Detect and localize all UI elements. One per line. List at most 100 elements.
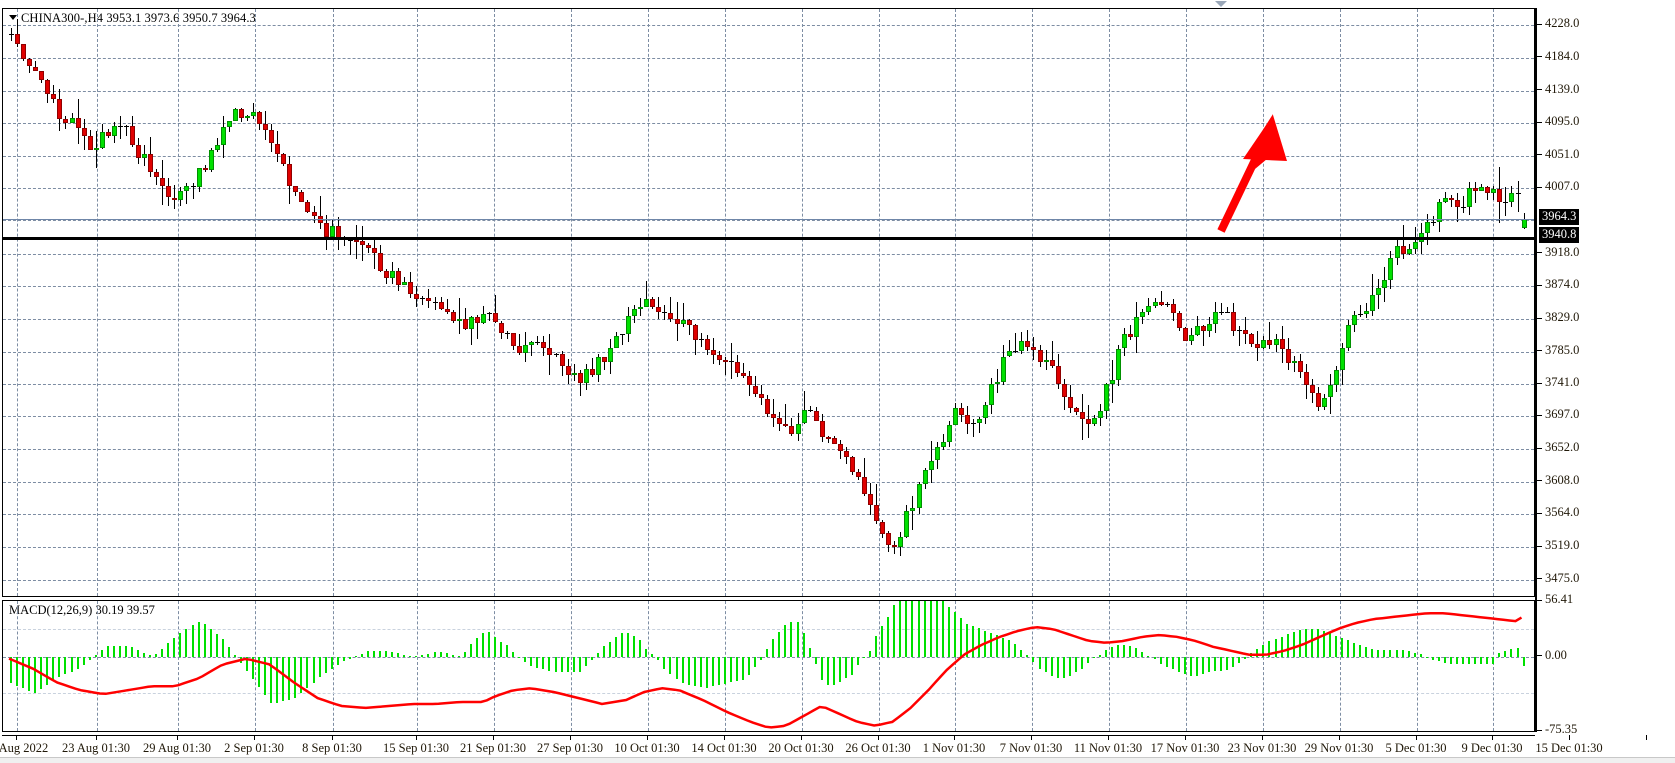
- candlestick: [571, 9, 577, 596]
- candle-wick: [1505, 187, 1507, 216]
- candlestick: [474, 9, 480, 596]
- macd-histogram-bar: [312, 656, 315, 683]
- macd-histogram-bar: [1286, 633, 1289, 657]
- grid-line-vertical: [879, 601, 880, 731]
- candle-body: [1110, 379, 1116, 384]
- price-axis[interactable]: 4228.0 4184.0 4139.0 4095.0 4051.0 4007.0 3918…: [1535, 8, 1675, 736]
- candle-wick: [17, 18, 19, 48]
- candlestick: [359, 9, 365, 596]
- macd-histogram-bar: [590, 656, 593, 660]
- grid-line-vertical: [1032, 601, 1033, 731]
- macd-histogram-bar: [1111, 646, 1114, 657]
- candlestick: [1237, 9, 1243, 596]
- candle-wick: [488, 311, 490, 321]
- candlestick: [184, 9, 190, 596]
- price-chart-pane[interactable]: CHINA300-,H4 3953.1 3973.6 3950.7 3964.3: [2, 8, 1535, 597]
- macd-histogram-bar: [282, 656, 285, 702]
- macd-histogram-bar: [844, 656, 847, 679]
- candle-body: [220, 127, 226, 145]
- macd-indicator-pane[interactable]: MACD(12,26,9) 30.19 39.57: [2, 600, 1535, 732]
- price-axis-tick: 3608.0: [1537, 473, 1579, 488]
- candle-body: [831, 438, 837, 444]
- candle-body: [87, 136, 93, 150]
- grid-line-vertical: [417, 601, 418, 731]
- candlestick: [795, 9, 801, 596]
- macd-histogram-bar: [82, 656, 85, 666]
- candle-wick: [785, 404, 787, 428]
- macd-histogram-bar: [863, 656, 865, 658]
- candlestick: [232, 9, 238, 596]
- candlestick: [1430, 9, 1436, 596]
- candlestick: [220, 9, 226, 596]
- macd-histogram-bar: [1177, 656, 1180, 672]
- candlestick: [69, 9, 75, 596]
- macd-histogram-bar: [796, 621, 799, 657]
- macd-histogram-bar: [548, 656, 551, 671]
- candle-body: [251, 111, 256, 117]
- candlestick: [783, 9, 789, 596]
- candle-body: [1225, 311, 1230, 313]
- time-axis-tick-mark: [254, 735, 255, 740]
- candle-wick: [942, 434, 944, 450]
- candlestick: [970, 9, 976, 596]
- grid-line-vertical: [1493, 601, 1494, 731]
- price-axis-tick: 3918.0: [1537, 245, 1579, 260]
- macd-histogram-bar: [1268, 640, 1271, 657]
- candle-wick: [1450, 195, 1452, 208]
- candle-body: [934, 447, 940, 461]
- candle-wick: [174, 185, 176, 210]
- macd-histogram-bar: [149, 655, 152, 657]
- candle-wick: [537, 335, 539, 345]
- candlestick: [1219, 9, 1224, 596]
- candlestick: [81, 9, 87, 596]
- candle-body: [468, 317, 474, 329]
- time-axis-tick-label: 14 Oct 01:30: [691, 741, 757, 755]
- chevron-down-icon[interactable]: [1215, 1, 1227, 7]
- candlestick: [1346, 9, 1351, 596]
- candle-wick: [253, 102, 254, 120]
- candlestick: [995, 9, 1001, 596]
- candlestick: [257, 9, 262, 596]
- candle-wick: [1009, 340, 1011, 358]
- candle-wick: [464, 307, 466, 330]
- macd-histogram-bar: [687, 656, 690, 685]
- candle-body: [952, 408, 958, 425]
- macd-histogram-bar: [1395, 649, 1398, 657]
- macd-histogram-bar: [1238, 656, 1241, 664]
- candlestick: [1436, 9, 1442, 596]
- candle-body: [426, 298, 432, 302]
- candle-body: [783, 424, 789, 427]
- candle-body: [1321, 397, 1327, 407]
- candlestick: [1412, 9, 1418, 596]
- macd-histogram-bar: [530, 656, 533, 666]
- candle-body: [1382, 279, 1388, 289]
- candle-body: [559, 354, 565, 367]
- macd-histogram-bar: [1377, 649, 1380, 657]
- tick-mark: [1537, 89, 1542, 91]
- candlestick: [1321, 9, 1327, 596]
- collapse-caret-icon[interactable]: [9, 15, 17, 20]
- candle-wick: [1015, 332, 1017, 353]
- price-axis-tick: 3519.0: [1537, 538, 1579, 553]
- candlestick: [765, 9, 771, 596]
- candle-body: [656, 306, 662, 313]
- candle-wick: [476, 314, 478, 340]
- tick-mark: [1537, 56, 1542, 58]
- candlestick: [166, 9, 172, 596]
- candlestick: [1182, 9, 1188, 596]
- macd-histogram-bar: [657, 656, 660, 661]
- candlestick: [1315, 9, 1321, 596]
- candlestick: [148, 9, 154, 596]
- candlestick: [644, 9, 650, 596]
- candlestick: [499, 9, 505, 596]
- candle-body: [601, 356, 607, 362]
- time-axis-tick-mark: [1646, 735, 1647, 740]
- candle-wick: [997, 368, 999, 393]
- macd-histogram-bar: [1304, 628, 1307, 657]
- candlestick: [607, 9, 613, 596]
- candlestick: [238, 9, 244, 596]
- candle-wick: [519, 334, 521, 356]
- candle-body: [329, 225, 335, 237]
- macd-histogram-bar: [22, 656, 25, 689]
- candle-body: [111, 126, 117, 136]
